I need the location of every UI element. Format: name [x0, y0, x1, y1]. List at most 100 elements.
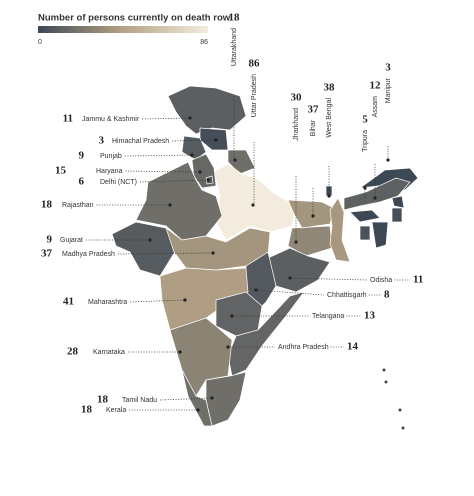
island: [401, 426, 405, 430]
state-name: Jammu & Kashmir: [82, 116, 140, 123]
state-dot: [251, 203, 255, 207]
state-name: Uttarakhand: [231, 28, 238, 66]
region-unlabeled: [371, 221, 389, 249]
state-dot: [168, 203, 172, 207]
state-name: Chhattisgarh: [327, 292, 367, 299]
state-name: Jharkhand: [293, 108, 300, 141]
state-value: 41: [63, 296, 74, 308]
state-name: Maharashtra: [88, 299, 127, 306]
state-dot: [311, 214, 315, 218]
state-name: Uttar Pradesh: [251, 74, 258, 117]
state-name: Rajasthan: [62, 202, 94, 209]
state-value: 12: [370, 80, 382, 92]
leader-line: [160, 397, 213, 401]
state-name: Haryana: [96, 168, 123, 175]
state-dot: [363, 186, 367, 190]
island: [398, 408, 402, 412]
state-name: Manipur: [385, 77, 392, 103]
state-name: Gujarat: [60, 237, 83, 244]
state-dot: [373, 196, 377, 200]
state-value: 18: [229, 12, 241, 24]
state-dot: [178, 350, 182, 354]
state-dot: [288, 276, 292, 280]
island: [382, 368, 386, 372]
state-value: 37: [308, 104, 320, 116]
state-value: 5: [362, 114, 368, 126]
state-value: 15: [55, 165, 67, 177]
state-name: Assam: [372, 96, 379, 118]
state-region: [391, 207, 403, 223]
state-dot: [183, 298, 187, 302]
island: [384, 380, 388, 384]
state-name: Tamil Nadu: [122, 397, 157, 404]
state-region: [267, 247, 331, 293]
region-unlabeled: [325, 185, 333, 197]
state-dot: [198, 170, 202, 174]
state-region: [165, 227, 271, 271]
state-value: 11: [413, 274, 423, 286]
leader-line: [289, 277, 410, 281]
state-dot: [214, 138, 218, 142]
state-value: 86: [249, 58, 261, 70]
state-dot: [254, 288, 258, 292]
leader-line: [124, 154, 193, 157]
regions: [111, 85, 419, 430]
state-dot: [206, 178, 210, 182]
leader-line: [255, 289, 381, 296]
state-value: 13: [364, 310, 376, 322]
state-value: 3: [99, 135, 105, 147]
region-unlabeled: [391, 195, 405, 209]
state-dot: [196, 408, 200, 412]
leader-line: [142, 117, 191, 120]
state-region: [181, 369, 213, 427]
state-region: [199, 127, 229, 151]
state-name: Bihar: [310, 119, 317, 136]
state-region: [343, 177, 411, 211]
state-name: Kerala: [106, 407, 126, 414]
region-unlabeled: [349, 209, 381, 223]
state-value: 37: [41, 248, 53, 260]
state-dot: [233, 158, 237, 162]
state-region: [227, 149, 256, 175]
state-region: [329, 197, 351, 263]
legend-min: 0: [38, 39, 42, 46]
leader-line: [139, 179, 209, 183]
state-name: Karnataka: [93, 349, 125, 356]
state-region: [227, 291, 305, 377]
state-dot: [226, 345, 230, 349]
state-value: 3: [385, 62, 391, 74]
state-value: 30: [291, 92, 303, 104]
state-region: [167, 85, 247, 135]
state-dot: [211, 251, 215, 255]
state-name: Andhra Pradesh: [278, 344, 329, 351]
state-value: 38: [324, 82, 336, 94]
leader-line: [233, 96, 235, 161]
state-dot: [190, 153, 194, 157]
state-value: 6: [79, 176, 85, 188]
state-name: Tripura: [362, 130, 369, 152]
state-dot: [230, 314, 234, 318]
state-region: [359, 225, 371, 241]
state-region: [287, 199, 335, 229]
state-dot: [148, 238, 152, 242]
leader-line: [125, 170, 201, 173]
leader-line: [172, 139, 217, 142]
state-value: 18: [41, 199, 53, 211]
state-name: Punjab: [100, 153, 122, 160]
state-name: Himachal Pradesh: [112, 138, 169, 145]
state-value: 9: [47, 234, 53, 246]
state-name: West Bengal: [326, 98, 333, 138]
state-dot: [210, 396, 214, 400]
state-region: [213, 163, 297, 241]
state-value: 11: [63, 113, 73, 125]
state-region: [287, 225, 333, 257]
legend-gradient: [38, 26, 208, 33]
state-value: 9: [79, 150, 85, 162]
state-dot: [294, 240, 298, 244]
state-dot: [327, 194, 331, 198]
state-name: Madhya Pradesh: [62, 251, 115, 258]
state-value: 14: [347, 341, 359, 353]
state-name: Telangana: [312, 313, 344, 320]
